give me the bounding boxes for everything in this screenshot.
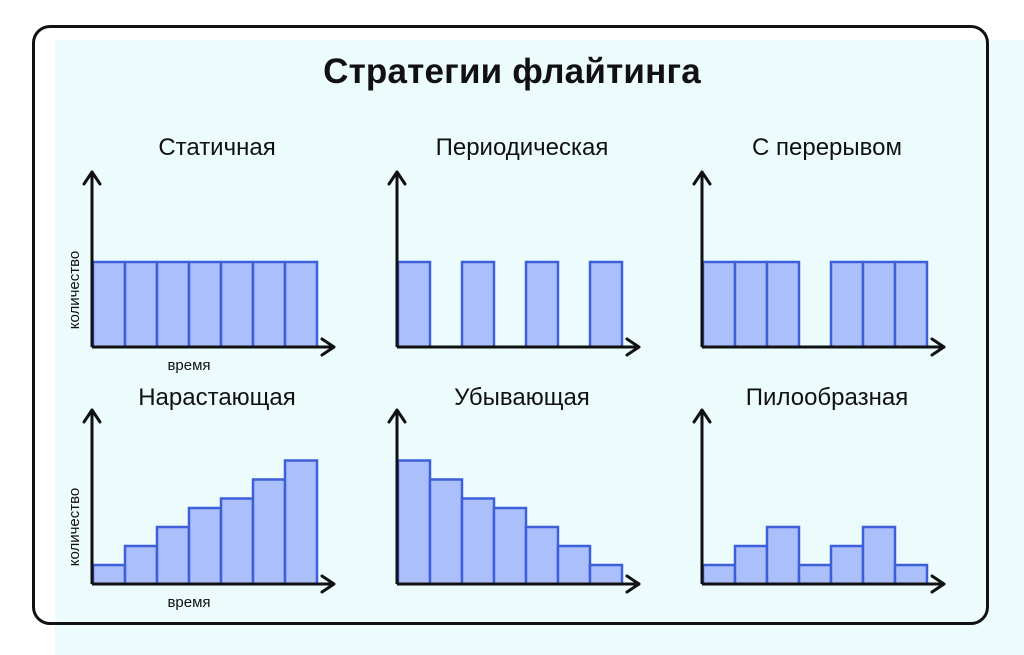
bar	[460, 260, 496, 349]
y-axis-label: количество	[66, 251, 83, 330]
y-axis-arrow	[82, 170, 102, 186]
bar	[492, 506, 528, 586]
bar	[187, 506, 223, 586]
chart-title: Убывающая	[454, 384, 590, 411]
bar	[123, 544, 159, 586]
chart-2: Периодическая	[387, 134, 641, 357]
x-axis-arrow	[625, 337, 641, 357]
x-axis-arrow	[930, 574, 946, 594]
bar	[251, 260, 287, 349]
bar	[396, 459, 432, 586]
x-axis-arrow	[930, 337, 946, 357]
bar	[556, 544, 592, 586]
chart-1: Статичная время количество	[66, 134, 336, 374]
bar	[187, 260, 223, 349]
x-axis-label: время	[167, 357, 210, 374]
bar	[428, 478, 464, 586]
x-axis-arrow	[320, 337, 336, 357]
bar	[701, 563, 737, 586]
bar	[524, 525, 560, 586]
y-axis-arrow	[387, 408, 407, 424]
bar	[251, 478, 287, 586]
x-axis-arrow	[625, 574, 641, 594]
chart-5: Убывающая	[387, 384, 641, 594]
bar	[155, 260, 191, 349]
bar	[701, 260, 737, 349]
y-axis-label: количество	[66, 488, 83, 567]
diagram-frame	[32, 25, 989, 625]
y-axis-arrow	[82, 408, 102, 424]
bar	[123, 260, 159, 349]
bar	[893, 260, 929, 349]
x-axis-arrow	[320, 574, 336, 594]
bar	[91, 260, 127, 349]
bar	[91, 563, 127, 586]
y-axis-arrow	[692, 170, 712, 186]
bar	[283, 260, 319, 349]
bar	[861, 260, 897, 349]
bar	[283, 459, 319, 586]
bar	[829, 544, 865, 586]
bar	[396, 260, 432, 349]
bar	[733, 260, 769, 349]
bar	[588, 563, 624, 586]
chart-title: Периодическая	[436, 134, 609, 161]
diagram-title: Стратегии флайтинга	[323, 52, 701, 91]
bar	[155, 525, 191, 586]
bar	[219, 260, 255, 349]
bar	[893, 563, 929, 586]
chart-title: Статичная	[158, 134, 275, 161]
bar	[588, 260, 624, 349]
chart-title: С перерывом	[752, 134, 902, 161]
bar	[765, 260, 801, 349]
bar	[829, 260, 865, 349]
chart-title: Пилообразная	[746, 384, 908, 411]
chart-4: Нарастающая время количество	[66, 384, 336, 611]
y-axis-arrow	[692, 408, 712, 424]
bar	[797, 563, 833, 586]
chart-6: Пилообразная	[692, 384, 946, 594]
bar	[733, 544, 769, 586]
bar	[765, 525, 801, 586]
chart-3: С перерывом	[692, 134, 946, 357]
x-axis-label: время	[167, 594, 210, 611]
y-axis-arrow	[387, 170, 407, 186]
bar	[861, 525, 897, 586]
chart-title: Нарастающая	[138, 384, 296, 411]
bar	[219, 497, 255, 586]
bar	[524, 260, 560, 349]
bar	[460, 497, 496, 586]
